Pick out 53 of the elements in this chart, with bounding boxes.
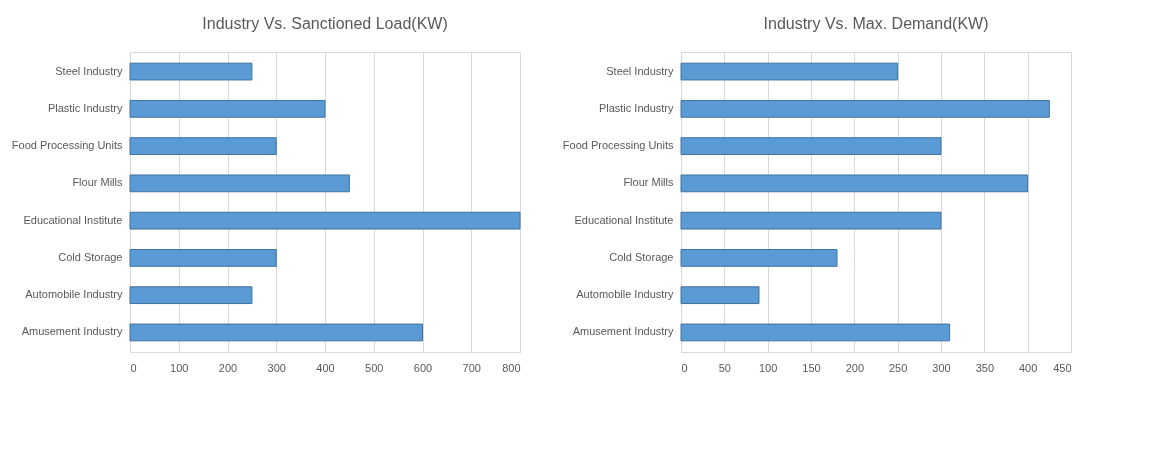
- bar: [129, 62, 253, 81]
- y-tick-label: Food Processing Units: [11, 139, 123, 152]
- y-tick-label: Automobile Industry: [25, 288, 123, 301]
- y-tick-label: Flour Mills: [623, 176, 674, 189]
- y-tick-label: Food Processing Units: [562, 139, 674, 152]
- bar: [129, 99, 326, 118]
- chart-title: Industry Vs. Max. Demand(KW): [763, 15, 989, 32]
- bar: [129, 174, 350, 193]
- x-tick-label: 400: [1018, 361, 1038, 374]
- y-tick-label: Flour Mills: [72, 176, 123, 189]
- bar: [680, 249, 838, 267]
- bar: [129, 137, 277, 155]
- y-tick-label: Amusement Industry: [21, 325, 123, 338]
- bar: [129, 249, 277, 267]
- x-tick-label: 500: [365, 361, 384, 374]
- x-tick-label: 700: [462, 361, 481, 374]
- y-tick-label: Educational Institute: [23, 213, 123, 226]
- bar: [680, 211, 942, 230]
- x-tick-label: 0: [130, 361, 137, 374]
- y-tick-label: Educational Institute: [574, 213, 674, 226]
- bar: [680, 99, 1050, 118]
- bar: [129, 323, 423, 342]
- y-tick-label: Cold Storage: [58, 250, 123, 263]
- y-tick-label: Automobile Industry: [576, 288, 674, 301]
- bar: [680, 174, 1029, 193]
- bar: [680, 323, 951, 342]
- chart-title: Industry Vs. Sanctioned Load(KW): [202, 15, 448, 32]
- x-tick-label: 300: [267, 361, 286, 374]
- x-tick-label: 0: [681, 361, 688, 374]
- y-tick-label: Steel Industry: [606, 64, 674, 77]
- bar: [129, 286, 253, 305]
- y-tick-label: Plastic Industry: [598, 101, 674, 114]
- x-tick-label: 100: [758, 361, 778, 374]
- x-tick-label: 350: [975, 361, 995, 374]
- x-tick-label: 250: [888, 361, 908, 374]
- bar: [680, 62, 899, 81]
- y-tick-label: Cold Storage: [609, 250, 674, 263]
- x-tick-label: 100: [170, 361, 189, 374]
- x-tick-label: 200: [845, 361, 865, 374]
- bar: [680, 286, 760, 305]
- x-tick-label: 50: [718, 361, 731, 374]
- bar: [129, 211, 521, 230]
- bar: [680, 137, 942, 155]
- x-tick-label: 150: [802, 361, 821, 374]
- y-tick-label: Plastic Industry: [47, 101, 123, 114]
- x-tick-label: 200: [218, 361, 238, 374]
- x-tick-label: 600: [413, 361, 433, 374]
- x-tick-label: 800: [502, 361, 521, 374]
- y-tick-label: Steel Industry: [55, 64, 123, 77]
- x-tick-label: 300: [932, 361, 951, 374]
- x-tick-label: 450: [1053, 361, 1072, 374]
- y-tick-label: Amusement Industry: [572, 325, 674, 338]
- x-tick-label: 400: [316, 361, 335, 374]
